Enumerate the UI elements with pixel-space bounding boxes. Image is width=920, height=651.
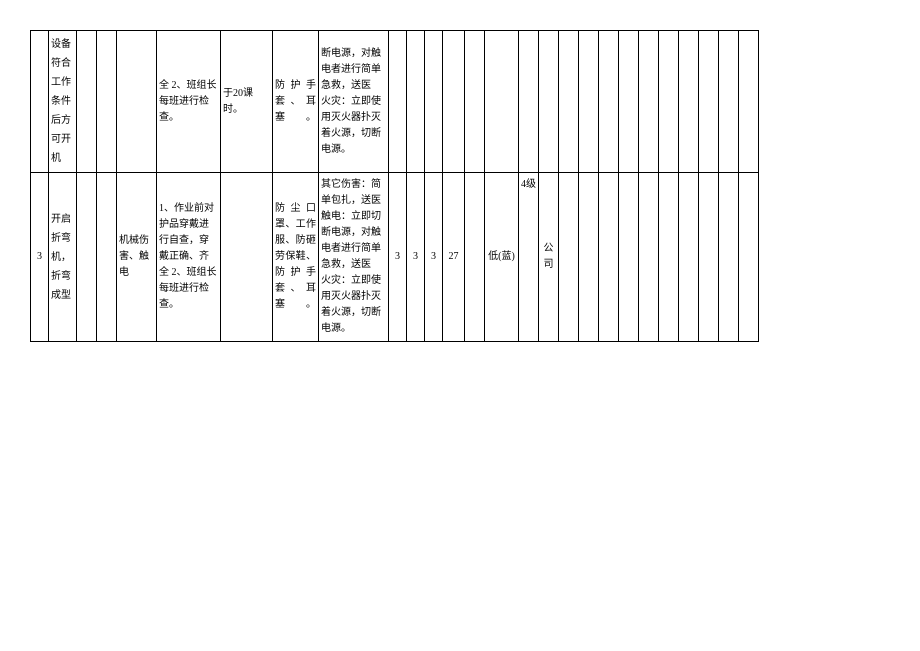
cell xyxy=(719,31,739,173)
cell xyxy=(465,31,485,173)
text: 3 xyxy=(413,251,418,262)
table-row: 3 开启折弯机，折弯成型 机械伤害、触电 1、作业前对护品穿戴进行自查，穿戴正确… xyxy=(31,173,759,342)
cell xyxy=(465,173,485,342)
text: 3 xyxy=(37,251,42,262)
text: 全 2、班组长每班进行检查。 xyxy=(159,80,217,123)
cell: 断电源，对触电者进行简单急救，送医火灾：立即使用灭火器扑灭着火源，切断电源。 xyxy=(319,31,389,173)
text: 其它伤害：简单包扎，送医触电：立即切断电源，对触电者进行简单急救，送医火灾：立即… xyxy=(321,179,381,334)
text: 开启折弯机，折弯成型 xyxy=(51,214,71,301)
cell xyxy=(559,31,579,173)
cell: 3 xyxy=(31,173,49,342)
cell xyxy=(77,173,97,342)
cell xyxy=(719,173,739,342)
cell xyxy=(389,31,407,173)
cell xyxy=(31,31,49,173)
cell xyxy=(639,173,659,342)
cell: 3 xyxy=(407,173,425,342)
cell: 低(蓝) xyxy=(485,173,519,342)
text: 机械伤害、触电 xyxy=(119,235,149,278)
text: 3 xyxy=(395,251,400,262)
text: 防尘口罩、工作服、防砸劳保鞋、防护手套、耳塞。 xyxy=(275,203,316,310)
text: 公司 xyxy=(544,243,554,270)
cell xyxy=(539,31,559,173)
text: 低(蓝) xyxy=(488,251,515,262)
cell: 防护手套、耳塞。 xyxy=(273,31,319,173)
cell xyxy=(519,31,539,173)
cell xyxy=(679,173,699,342)
cell xyxy=(559,173,579,342)
cell: 全 2、班组长每班进行检查。 xyxy=(157,31,221,173)
cell xyxy=(639,31,659,173)
text: 1、作业前对护品穿戴进行自查，穿戴正确、齐全 2、班组长每班进行检查。 xyxy=(159,203,217,310)
cell xyxy=(117,31,157,173)
cell xyxy=(739,31,759,173)
cell xyxy=(77,31,97,173)
cell: 设备符合工作条件后方可开机 xyxy=(49,31,77,173)
risk-assessment-table: 设备符合工作条件后方可开机 全 2、班组长每班进行检查。 于20课时。 防护手套… xyxy=(30,30,759,342)
cell xyxy=(599,173,619,342)
cell: 公司 xyxy=(539,173,559,342)
cell: 防尘口罩、工作服、防砸劳保鞋、防护手套、耳塞。 xyxy=(273,173,319,342)
cell: 3 xyxy=(389,173,407,342)
cell xyxy=(221,173,273,342)
text: 设备符合工作条件后方可开机 xyxy=(51,39,71,164)
text: 断电源，对触电者进行简单急救，送医火灾：立即使用灭火器扑灭着火源，切断电源。 xyxy=(321,48,381,155)
cell xyxy=(443,31,465,173)
cell xyxy=(485,31,519,173)
cell xyxy=(97,173,117,342)
text: 27 xyxy=(449,251,459,262)
cell xyxy=(579,31,599,173)
cell xyxy=(659,31,679,173)
cell xyxy=(619,31,639,173)
text: 3 xyxy=(431,251,436,262)
cell xyxy=(579,173,599,342)
cell: 其它伤害：简单包扎，送医触电：立即切断电源，对触电者进行简单急救，送医火灾：立即… xyxy=(319,173,389,342)
cell xyxy=(425,31,443,173)
cell xyxy=(699,173,719,342)
cell: 开启折弯机，折弯成型 xyxy=(49,173,77,342)
text: 防护手套、耳塞。 xyxy=(275,80,316,123)
cell: 27 xyxy=(443,173,465,342)
cell xyxy=(619,173,639,342)
cell: 机械伤害、触电 xyxy=(117,173,157,342)
cell xyxy=(699,31,719,173)
cell xyxy=(739,173,759,342)
text: 4级 xyxy=(521,179,536,190)
cell: 3 xyxy=(425,173,443,342)
cell xyxy=(407,31,425,173)
cell xyxy=(599,31,619,173)
cell xyxy=(97,31,117,173)
cell xyxy=(659,173,679,342)
cell: 于20课时。 xyxy=(221,31,273,173)
text: 于20课时。 xyxy=(223,88,253,115)
table-row: 设备符合工作条件后方可开机 全 2、班组长每班进行检查。 于20课时。 防护手套… xyxy=(31,31,759,173)
cell: 1、作业前对护品穿戴进行自查，穿戴正确、齐全 2、班组长每班进行检查。 xyxy=(157,173,221,342)
cell xyxy=(679,31,699,173)
cell: 4级 xyxy=(519,173,539,342)
